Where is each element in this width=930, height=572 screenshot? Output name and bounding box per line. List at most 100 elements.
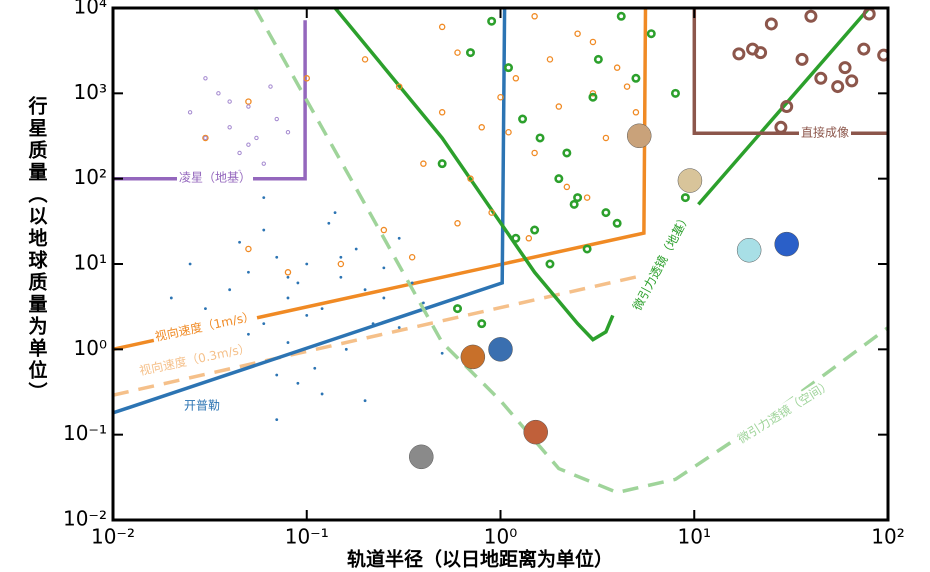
data-point [397, 326, 401, 329]
x-tick-label: 10¹ [678, 525, 711, 549]
label-background [151, 307, 259, 345]
y-tick-label: 10³ [74, 80, 107, 104]
label-background [628, 208, 695, 315]
data-point [454, 220, 461, 227]
data-point [363, 399, 367, 403]
planet [460, 344, 486, 370]
data-point [774, 120, 788, 134]
planet [523, 419, 548, 445]
planet [409, 444, 434, 470]
data-point [203, 135, 208, 141]
data-point [877, 48, 888, 62]
data-point [408, 253, 416, 261]
plot-area [113, 8, 888, 495]
data-point [531, 13, 538, 20]
data-point [438, 23, 446, 31]
data-point [593, 54, 603, 64]
y-tick-label: 10¹ [74, 251, 107, 275]
detection-limit-line [692, 8, 888, 136]
x-tick-label: 10⁻¹ [285, 525, 329, 549]
data-point [228, 288, 232, 292]
y-tick-label: 10⁴ [74, 0, 107, 19]
data-point [247, 270, 250, 274]
data-point [554, 174, 564, 184]
x-tick-label: 10⁰ [484, 525, 517, 549]
planet [774, 231, 799, 257]
curve-label: 开普勒 [184, 399, 220, 413]
data-point [305, 313, 309, 317]
data-point [588, 92, 598, 102]
data-point [245, 98, 252, 105]
data-point [831, 80, 845, 94]
y-tick-label: 10⁰ [74, 336, 107, 360]
data-point [268, 84, 273, 89]
data-point [246, 104, 251, 109]
data-point [296, 381, 300, 385]
data-point [188, 262, 192, 266]
data-point [247, 332, 250, 336]
data-point [421, 301, 425, 305]
data-point [395, 83, 403, 90]
data-point [563, 183, 571, 191]
x-tick-label: 10² [871, 525, 904, 549]
y-tick-label: 10² [74, 165, 107, 189]
data-point [555, 103, 563, 110]
data-point [320, 307, 324, 311]
data-point [497, 93, 504, 101]
data-point [857, 42, 871, 56]
data-point [530, 225, 540, 235]
data-point [339, 255, 343, 259]
data-point [504, 63, 514, 73]
data-point [254, 135, 259, 141]
data-point [477, 319, 487, 329]
data-point [216, 91, 221, 96]
data-point [202, 134, 209, 142]
data-point [371, 322, 375, 326]
data-point [525, 235, 533, 242]
data-point [344, 347, 348, 351]
data-point [363, 288, 367, 292]
data-point [275, 418, 279, 422]
data-point [511, 233, 521, 243]
data-point [589, 38, 597, 46]
data-point [488, 209, 495, 216]
data-point [286, 296, 290, 300]
data-point [746, 42, 760, 56]
detection-limit-line [113, 8, 648, 352]
data-point [764, 17, 778, 31]
y-axis-label: 行星质量（以地球质量为单位） [26, 95, 49, 404]
detection-limit-line [253, 8, 888, 495]
data-point [303, 75, 310, 82]
label-background [732, 375, 836, 448]
data-point [453, 304, 463, 314]
data-point [262, 228, 266, 232]
data-point [583, 194, 591, 201]
data-point [795, 52, 809, 66]
planet [677, 168, 703, 193]
data-point [804, 9, 818, 23]
data-point [382, 296, 386, 300]
data-point [440, 351, 444, 355]
data-point [518, 114, 528, 124]
data-point [410, 281, 414, 285]
data-point [354, 247, 358, 251]
data-point [262, 196, 266, 199]
data-point [203, 76, 208, 81]
planet [736, 237, 762, 263]
data-point [285, 130, 291, 135]
curve-label: 视向速度（1m/s） [154, 308, 257, 344]
data-point [337, 260, 345, 268]
data-point [616, 11, 626, 21]
label-background [798, 124, 852, 140]
data-point [845, 74, 859, 88]
data-point [245, 245, 252, 253]
data-point [487, 16, 497, 26]
data-point [612, 218, 622, 228]
data-point [286, 275, 290, 279]
planet [488, 337, 513, 362]
data-point [569, 199, 579, 209]
data-point [814, 71, 828, 85]
y-tick-label: 10⁻² [63, 507, 107, 531]
x-axis-label: 轨道半径（以日地距离为单位） [347, 548, 613, 571]
